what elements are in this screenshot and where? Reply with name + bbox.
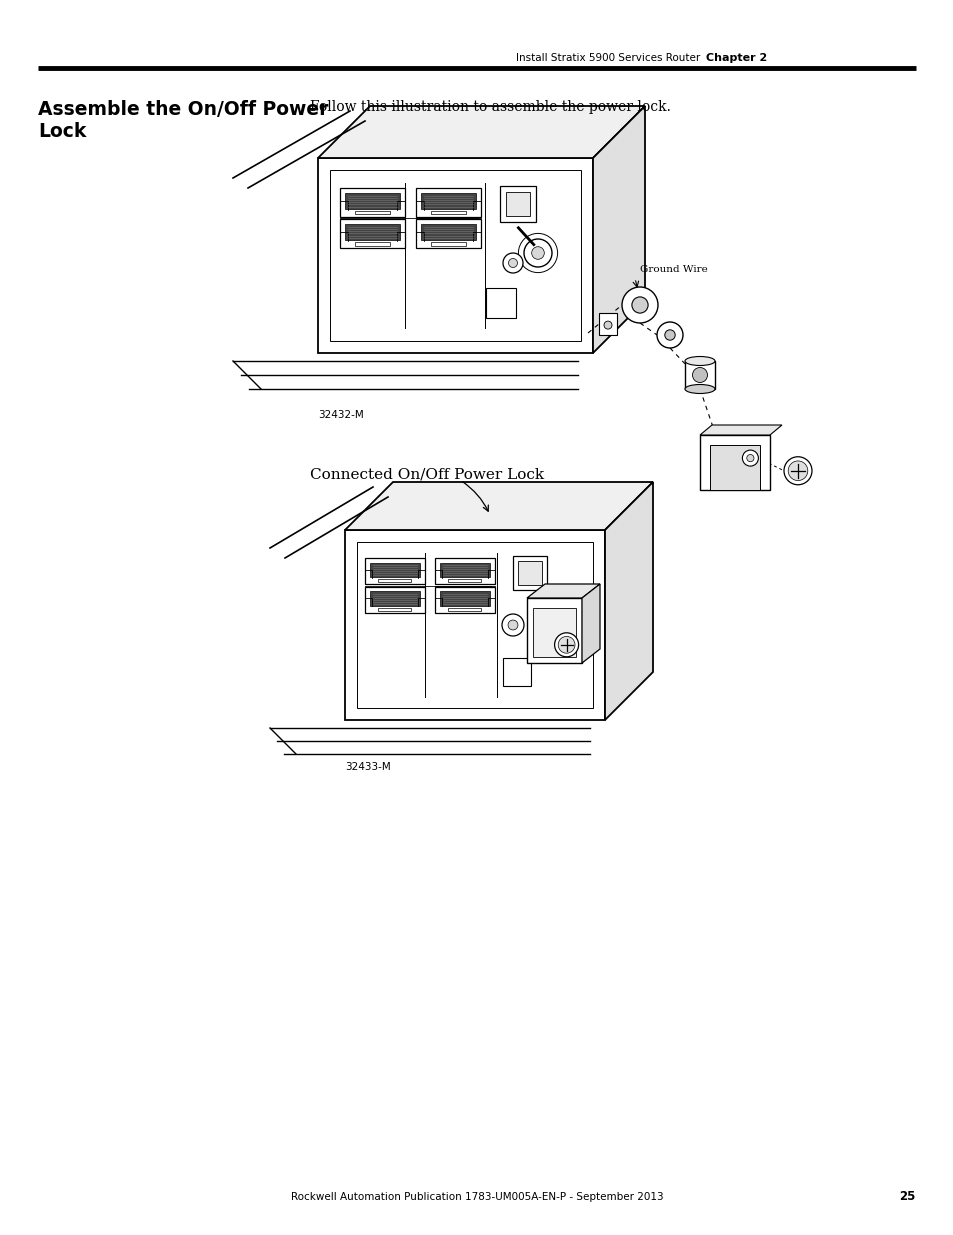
Polygon shape <box>317 158 593 353</box>
Circle shape <box>741 450 758 466</box>
Polygon shape <box>517 561 541 585</box>
Polygon shape <box>370 592 419 606</box>
Polygon shape <box>430 242 466 246</box>
Polygon shape <box>345 225 399 241</box>
Polygon shape <box>684 361 714 389</box>
Circle shape <box>657 322 682 348</box>
Polygon shape <box>448 579 481 582</box>
Circle shape <box>603 321 612 329</box>
Text: Install Stratix 5900 Services Router: Install Stratix 5900 Services Router <box>516 53 700 63</box>
Polygon shape <box>370 563 419 577</box>
Circle shape <box>531 247 544 259</box>
Circle shape <box>664 330 675 340</box>
Text: Follow this illustration to assemble the power lock.: Follow this illustration to assemble the… <box>310 100 670 114</box>
Polygon shape <box>526 598 581 663</box>
Polygon shape <box>378 608 411 611</box>
Polygon shape <box>378 579 411 582</box>
Text: Assemble the On/Off Power: Assemble the On/Off Power <box>38 100 328 119</box>
Polygon shape <box>709 445 760 490</box>
Circle shape <box>508 258 517 268</box>
Polygon shape <box>421 193 476 209</box>
Circle shape <box>746 454 753 462</box>
Text: 32432-M: 32432-M <box>317 410 363 420</box>
Polygon shape <box>439 592 490 606</box>
Polygon shape <box>416 219 480 248</box>
Polygon shape <box>345 482 652 530</box>
Circle shape <box>501 614 523 636</box>
Ellipse shape <box>694 373 704 378</box>
Polygon shape <box>421 225 476 241</box>
Polygon shape <box>365 558 424 584</box>
Polygon shape <box>526 584 599 598</box>
Polygon shape <box>604 482 652 720</box>
Polygon shape <box>439 563 490 577</box>
Circle shape <box>502 253 522 273</box>
Polygon shape <box>533 608 576 657</box>
Polygon shape <box>700 435 769 490</box>
Polygon shape <box>435 558 495 584</box>
Circle shape <box>621 287 658 324</box>
Polygon shape <box>598 312 617 335</box>
Polygon shape <box>505 191 530 216</box>
Text: Rockwell Automation Publication 1783-UM005A-EN-P - September 2013: Rockwell Automation Publication 1783-UM0… <box>291 1192 662 1202</box>
Polygon shape <box>430 211 466 215</box>
Polygon shape <box>700 425 781 435</box>
Polygon shape <box>345 193 399 209</box>
Circle shape <box>558 636 575 653</box>
Polygon shape <box>355 242 390 246</box>
Circle shape <box>692 368 707 383</box>
Text: Chapter 2: Chapter 2 <box>705 53 766 63</box>
Polygon shape <box>513 556 546 590</box>
Polygon shape <box>355 211 390 215</box>
Polygon shape <box>448 608 481 611</box>
Text: 25: 25 <box>899 1191 915 1203</box>
Polygon shape <box>345 530 604 720</box>
Polygon shape <box>485 288 516 317</box>
Text: Lock: Lock <box>38 122 87 141</box>
Circle shape <box>783 457 811 485</box>
Polygon shape <box>502 658 531 685</box>
Polygon shape <box>435 587 495 613</box>
Polygon shape <box>317 106 644 158</box>
Ellipse shape <box>684 384 714 394</box>
Circle shape <box>508 620 517 630</box>
Circle shape <box>631 296 647 314</box>
Circle shape <box>554 632 578 657</box>
Polygon shape <box>593 106 644 353</box>
Polygon shape <box>365 587 424 613</box>
Text: Ground Wire: Ground Wire <box>639 266 707 274</box>
Polygon shape <box>339 219 405 248</box>
Text: Connected On/Off Power Lock: Connected On/Off Power Lock <box>310 468 543 482</box>
Circle shape <box>787 461 807 480</box>
Polygon shape <box>499 186 536 222</box>
Polygon shape <box>339 188 405 217</box>
Text: 32433-M: 32433-M <box>345 762 391 772</box>
Ellipse shape <box>684 357 714 366</box>
Circle shape <box>523 240 552 267</box>
Polygon shape <box>581 584 599 663</box>
Polygon shape <box>416 188 480 217</box>
